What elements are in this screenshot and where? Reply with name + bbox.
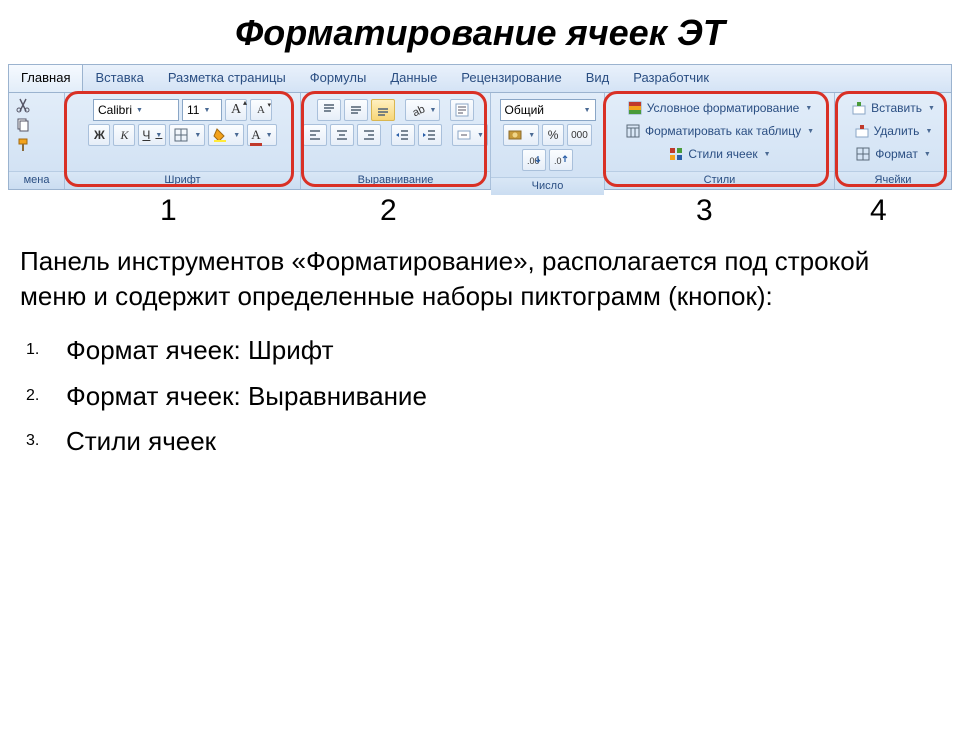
currency-button[interactable]: ▼ <box>503 124 539 146</box>
list-item: Стили ячеек <box>66 419 940 465</box>
callout-1: 1 <box>160 194 177 228</box>
format-list: Формат ячеек: Шрифт Формат ячеек: Выравн… <box>20 328 940 465</box>
list-item: Формат ячеек: Выравнивание <box>66 374 940 420</box>
group-number-label: Число <box>491 177 604 195</box>
svg-text:ab: ab <box>410 103 424 118</box>
callout-2: 2 <box>380 194 397 228</box>
list-item: Формат ячеек: Шрифт <box>66 328 940 374</box>
number-format-value: Общий <box>505 103 545 117</box>
align-center-button[interactable] <box>330 124 354 146</box>
group-styles-label: Стили <box>605 171 834 189</box>
increase-indent-button[interactable] <box>418 124 442 146</box>
ribbon-body: мена Calibri▼ 11▼ A▴ A▾ <box>9 93 951 189</box>
grow-font-button[interactable]: A▴ <box>225 99 247 121</box>
group-font: Calibri▼ 11▼ A▴ A▾ Ж К Ч▼ <box>65 93 301 189</box>
group-font-label: Шрифт <box>65 171 300 189</box>
group-clipboard-label: мена <box>9 171 64 189</box>
tab-formulas[interactable]: Формулы <box>298 65 379 92</box>
tab-home[interactable]: Главная <box>9 65 83 92</box>
format-cells-button[interactable]: Формат▼ <box>851 143 935 165</box>
font-name-value: Calibri <box>98 103 132 117</box>
increase-decimal-button[interactable]: .00 <box>522 149 546 171</box>
group-cells: Вставить▼ Удалить▼ Формат▼ Ячейки <box>835 93 951 189</box>
percent-button[interactable]: % <box>542 124 564 146</box>
merge-center-button[interactable]: ▼ <box>452 124 488 146</box>
callout-4: 4 <box>870 194 887 228</box>
number-format-combo[interactable]: Общий▼ <box>500 99 596 121</box>
callout-numbers: 1 2 3 4 <box>8 194 952 230</box>
tab-view[interactable]: Вид <box>574 65 622 92</box>
borders-button[interactable]: ▼ <box>169 124 205 146</box>
comma-button[interactable]: 000 <box>567 124 592 146</box>
group-clipboard: мена <box>9 93 65 189</box>
group-alignment-label: Выравнивание <box>301 171 490 189</box>
font-size-combo[interactable]: 11▼ <box>182 99 222 121</box>
group-cells-label: Ячейки <box>835 171 951 189</box>
delete-cells-button[interactable]: Удалить▼ <box>850 120 937 142</box>
align-top-button[interactable] <box>317 99 341 121</box>
orientation-button[interactable]: ab▼ <box>405 99 441 121</box>
underline-button[interactable]: Ч▼ <box>138 124 166 146</box>
align-left-button[interactable] <box>303 124 327 146</box>
cell-styles-button[interactable]: Стили ячеек▼ <box>664 143 774 165</box>
shrink-font-button[interactable]: A▾ <box>250 99 272 121</box>
decrease-decimal-button[interactable]: .0 <box>549 149 573 171</box>
tab-data[interactable]: Данные <box>378 65 449 92</box>
font-color-button[interactable]: A ▼ <box>247 124 276 146</box>
font-size-value: 11 <box>187 103 199 117</box>
group-number: Общий▼ ▼ % 000 .00 .0 Число <box>491 93 605 189</box>
copy-icon[interactable] <box>15 117 31 133</box>
group-styles: Условное форматирование▼ Форматировать к… <box>605 93 835 189</box>
cut-icon[interactable] <box>15 97 31 113</box>
ribbon: Главная Вставка Разметка страницы Формул… <box>8 64 952 190</box>
tab-page-layout[interactable]: Разметка страницы <box>156 65 298 92</box>
page-title: Форматирование ячеек ЭТ <box>0 12 960 54</box>
format-as-table-button[interactable]: Форматировать как таблицу▼ <box>621 120 818 142</box>
callout-3: 3 <box>696 194 713 228</box>
italic-button[interactable]: К <box>113 124 135 146</box>
bold-button[interactable]: Ж <box>88 124 110 146</box>
decrease-indent-button[interactable] <box>391 124 415 146</box>
wrap-text-button[interactable] <box>450 99 474 121</box>
fill-color-button[interactable]: ▼ <box>208 124 244 146</box>
font-name-combo[interactable]: Calibri▼ <box>93 99 179 121</box>
tab-developer[interactable]: Разработчик <box>621 65 721 92</box>
tab-review[interactable]: Рецензирование <box>449 65 573 92</box>
format-painter-icon[interactable] <box>15 137 31 153</box>
svg-text:.0: .0 <box>554 156 562 166</box>
align-right-button[interactable] <box>357 124 381 146</box>
ribbon-tabs: Главная Вставка Разметка страницы Формул… <box>9 65 951 93</box>
align-middle-button[interactable] <box>344 99 368 121</box>
group-alignment: ab▼ ▼ Выравнивание <box>301 93 491 189</box>
insert-cells-button[interactable]: Вставить▼ <box>847 97 939 119</box>
tab-insert[interactable]: Вставка <box>83 65 155 92</box>
conditional-formatting-button[interactable]: Условное форматирование▼ <box>623 97 817 119</box>
description-paragraph: Панель инструментов «Форматирование», ра… <box>20 244 940 314</box>
align-bottom-button[interactable] <box>371 99 395 121</box>
